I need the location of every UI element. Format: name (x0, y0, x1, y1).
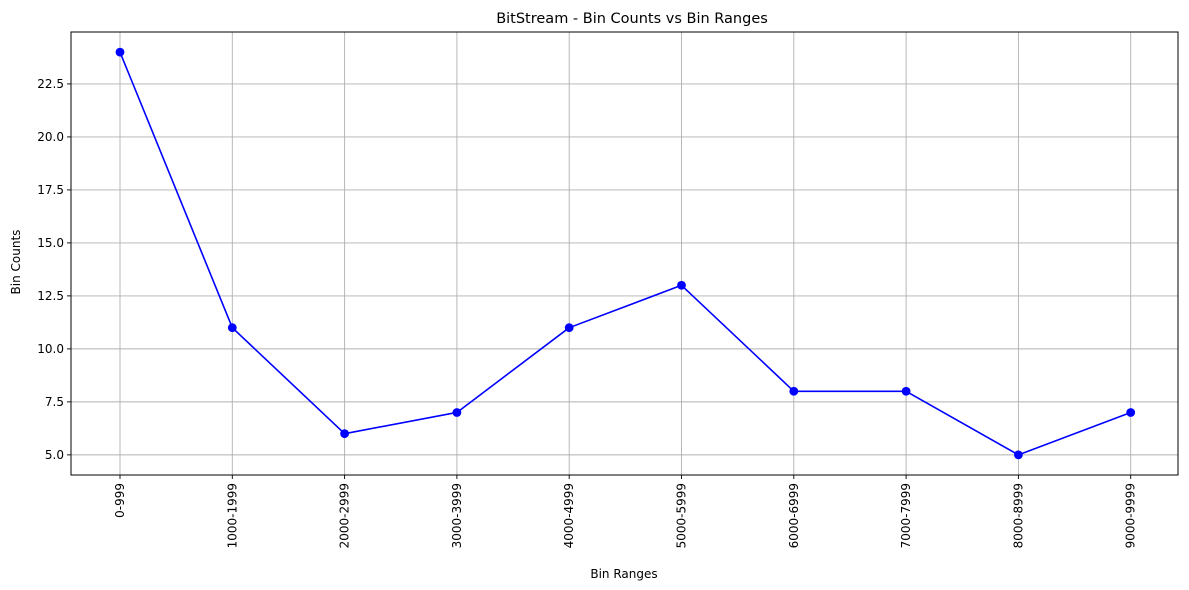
data-point (1014, 450, 1023, 460)
data-point (1126, 408, 1136, 417)
y-tick-label: 17.5 (37, 183, 64, 197)
data-point (789, 386, 799, 396)
data-point (452, 408, 462, 417)
x-tick-label: 1000-1999 (225, 483, 239, 548)
x-tick-label: 2000-2999 (338, 483, 352, 548)
data-point (564, 323, 574, 333)
y-tick-label: 22.5 (37, 77, 64, 91)
data-point (901, 386, 911, 396)
y-tick-label: 12.5 (37, 289, 64, 303)
x-tick-label: 3000-3999 (450, 483, 464, 548)
x-tick-label: 7000-7999 (899, 483, 913, 548)
series-line (119, 51, 1131, 456)
axes (67, 31, 1179, 479)
x-tick-label: 4000-4999 (562, 483, 576, 548)
y-tick-label: 10.0 (37, 342, 64, 356)
data-point (115, 47, 125, 57)
plot-frame (70, 31, 1179, 476)
data-point (340, 429, 349, 439)
x-tick-label: 9000-9999 (1124, 483, 1138, 548)
y-tick-label: 20.0 (37, 130, 64, 144)
x-tick-label: 5000-5999 (675, 483, 689, 548)
chart-title: BitStream - Bin Counts vs Bin Ranges (496, 11, 768, 27)
x-axis-label: Bin Ranges (590, 567, 657, 581)
grid (71, 32, 1178, 475)
x-tick-label: 8000-8999 (1011, 483, 1025, 548)
y-axis-label: Bin Counts (9, 230, 23, 295)
y-tick-label: 15.0 (37, 236, 64, 250)
x-tick-label: 6000-6999 (787, 483, 801, 548)
y-tick-label: 7.5 (45, 395, 64, 409)
x-tick-label: 0-999 (113, 483, 127, 518)
series-layer (115, 47, 1136, 460)
tick-labels: 0-999 1000-1999 2000-2999 3000-3999 4000-499… (37, 77, 1137, 548)
data-point (227, 323, 237, 333)
data-point (677, 280, 686, 290)
y-tick-label: 5.0 (45, 448, 64, 462)
